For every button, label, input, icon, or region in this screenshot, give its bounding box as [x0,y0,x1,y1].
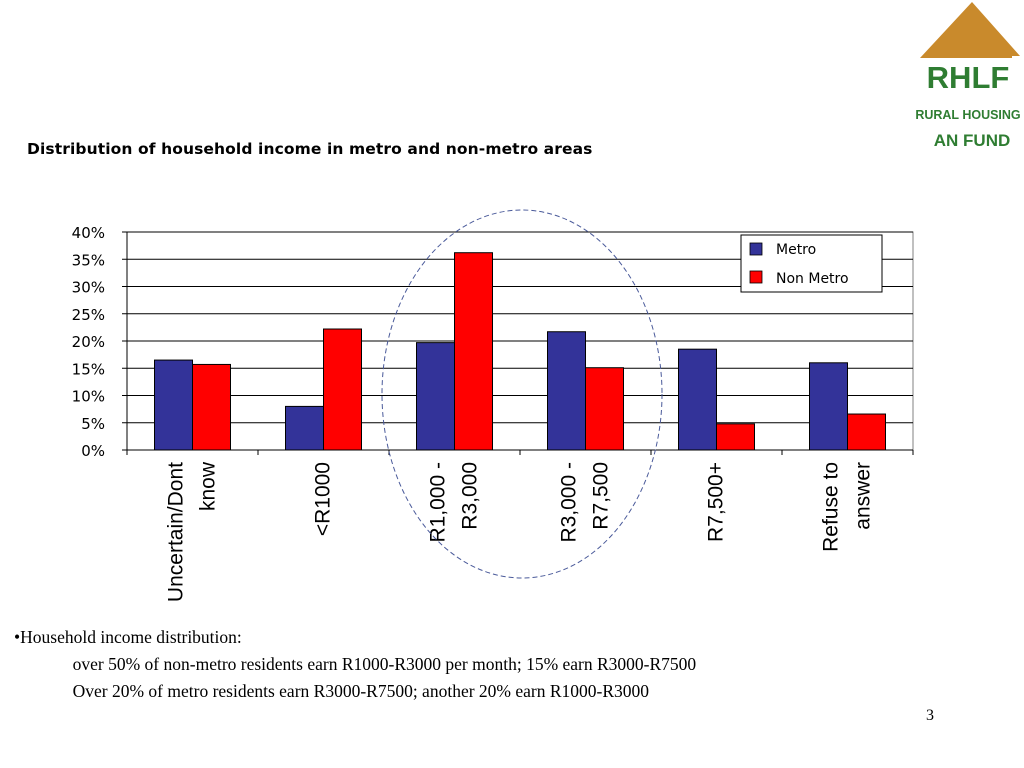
y-tick-label: 35% [72,251,105,269]
label-layer: 0% 5% 10% 15% 20% 25% 30% 35% 40% Uncertain/Dont k… [72,224,875,602]
bar-non-metro [192,363,231,451]
logo-text-sub2: AN FUND [934,131,1011,150]
bar-non-metro [847,413,886,451]
bar-non-metro [454,252,493,451]
x-category-label: R1,000 - [427,462,450,543]
x-category-label: R3,000 [459,462,482,530]
legend-label-non-metro: Non Metro [776,271,849,287]
x-category-label: R7,500 [590,462,613,530]
notes-heading: •Household income distribution: [14,627,242,647]
bar-chart: 0% 5% 10% 15% 20% 25% 30% 35% 40% Uncertain/Dont k… [72,209,914,602]
x-category-label: <R1000 [312,462,335,536]
x-category-label: R7,500+ [705,462,728,542]
bullet-icon:  [59,654,73,674]
bar-metro [678,348,717,451]
y-tick-label: 10% [72,388,105,406]
x-category-label: Refuse to [820,462,843,552]
bar-metro [547,331,586,451]
legend-swatch-metro [749,242,763,256]
x-category-label: Uncertain/Dont [165,462,188,602]
page-number: 3 [926,707,934,724]
bar-metro [154,359,193,451]
x-category-label: know [197,461,220,511]
notes-item-text: over 50% of non-metro residents earn R10… [59,654,697,674]
logo-text-sub1: RURAL HOUSING [915,108,1020,122]
y-tick-label: 25% [72,306,105,324]
highlight-ellipse [381,209,663,579]
legend: Metro Non Metro [740,234,883,293]
notes: •Household income distribution: over 50… [14,624,696,705]
rhlf-logo: RHLF RURAL HOUSING AN FUND [915,2,1021,150]
legend-swatch-non-metro [749,270,763,284]
legend-box [740,234,883,293]
notes-item-2: Over 20% of metro residents earn R3000-… [14,678,696,705]
logo-panel [916,58,1020,150]
y-tick-label: 5% [81,415,105,433]
y-tick-label: 20% [72,333,105,351]
bullet-icon:  [59,681,73,701]
bar-metro [285,405,324,451]
bar-layer [154,252,886,451]
bar-metro [416,342,455,451]
chart-title: Distribution of household income in metr… [27,140,593,158]
y-tick-label: 30% [72,279,105,297]
bar-non-metro [323,328,362,451]
y-tick-label: 0% [81,442,105,460]
legend-label-metro: Metro [776,242,816,258]
axis-layer [122,231,914,455]
bar-non-metro [585,367,624,451]
logo-text-main: RHLF [927,60,1010,95]
notes-item-text: Over 20% of metro residents earn R3000-R… [59,681,649,701]
x-category-label: R3,000 - [558,462,581,543]
y-tick-label: 40% [72,224,105,242]
bar-metro [809,362,848,451]
y-tick-label: 15% [72,360,105,378]
bar-non-metro [716,423,755,451]
x-category-label: answer [852,462,875,530]
notes-item-1: over 50% of non-metro residents earn R1… [14,651,696,678]
